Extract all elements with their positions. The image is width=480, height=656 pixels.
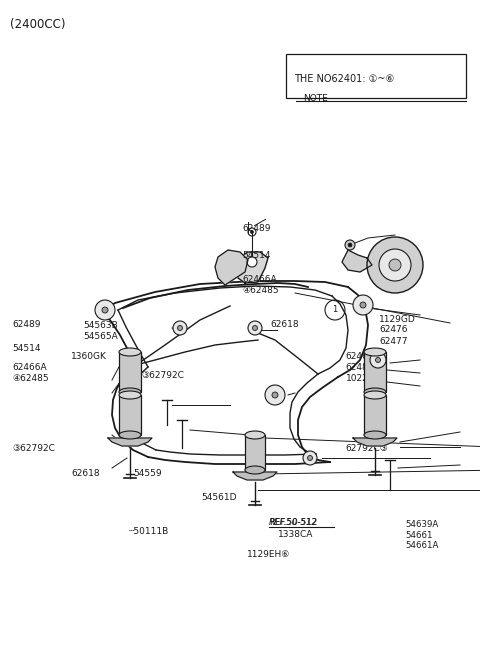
Circle shape xyxy=(247,257,257,267)
Circle shape xyxy=(248,321,262,335)
Text: 62476: 62476 xyxy=(379,325,408,335)
Text: 54639A: 54639A xyxy=(406,520,439,529)
Text: 1129EH⑥: 1129EH⑥ xyxy=(247,550,290,559)
Polygon shape xyxy=(108,438,152,446)
Circle shape xyxy=(251,230,253,234)
Text: NOTE: NOTE xyxy=(303,94,328,104)
Text: 54661A: 54661A xyxy=(406,541,439,550)
Text: 62477: 62477 xyxy=(379,337,408,346)
Ellipse shape xyxy=(119,388,141,396)
Circle shape xyxy=(348,243,352,247)
Text: 62618: 62618 xyxy=(71,469,100,478)
Text: 1022AA: 1022AA xyxy=(346,374,381,383)
Text: ③62792C: ③62792C xyxy=(12,443,55,453)
Circle shape xyxy=(389,259,401,271)
Text: 54561D: 54561D xyxy=(202,493,237,502)
Text: 62618: 62618 xyxy=(270,320,299,329)
Text: ③62792C: ③62792C xyxy=(142,371,184,380)
Bar xyxy=(286,54,466,98)
Text: ④62485: ④62485 xyxy=(12,374,49,383)
Ellipse shape xyxy=(245,466,265,474)
Text: ┄50111B: ┄50111B xyxy=(129,527,169,536)
Ellipse shape xyxy=(119,348,141,356)
Bar xyxy=(119,352,141,392)
Circle shape xyxy=(370,352,386,368)
Circle shape xyxy=(308,455,312,461)
Text: 1338CA: 1338CA xyxy=(278,530,314,539)
Text: 1: 1 xyxy=(332,306,337,314)
Circle shape xyxy=(95,300,115,320)
Text: 54565A: 54565A xyxy=(83,332,118,341)
Text: 62792C③: 62792C③ xyxy=(346,443,388,453)
Text: (2400CC): (2400CC) xyxy=(10,18,65,31)
Text: 54559: 54559 xyxy=(133,469,162,478)
Circle shape xyxy=(379,249,411,281)
Text: THE NO62401: ①~⑥: THE NO62401: ①~⑥ xyxy=(294,74,394,84)
Ellipse shape xyxy=(119,391,141,399)
Polygon shape xyxy=(353,438,397,446)
Text: 62489: 62489 xyxy=(242,224,271,234)
Circle shape xyxy=(360,302,366,308)
Text: 62466A④: 62466A④ xyxy=(346,352,388,361)
Text: REF.50-512: REF.50-512 xyxy=(269,518,317,527)
Bar xyxy=(364,395,386,435)
Circle shape xyxy=(367,237,423,293)
Bar xyxy=(119,395,141,435)
Text: 54514: 54514 xyxy=(242,251,271,260)
Text: REF.50-512: REF.50-512 xyxy=(269,518,318,527)
Text: 1360GK: 1360GK xyxy=(71,352,107,361)
Circle shape xyxy=(102,307,108,313)
Ellipse shape xyxy=(364,388,386,396)
Polygon shape xyxy=(233,472,277,480)
Polygon shape xyxy=(215,250,248,285)
Circle shape xyxy=(345,240,355,250)
Text: 54514: 54514 xyxy=(12,344,41,354)
Bar xyxy=(364,352,386,392)
Ellipse shape xyxy=(245,431,265,439)
Circle shape xyxy=(303,451,317,465)
Ellipse shape xyxy=(364,391,386,399)
Circle shape xyxy=(173,321,187,335)
Bar xyxy=(245,435,265,470)
Text: 62489: 62489 xyxy=(12,319,41,329)
Text: 54563B: 54563B xyxy=(83,321,118,330)
Text: 62466A: 62466A xyxy=(12,363,47,372)
Ellipse shape xyxy=(364,348,386,356)
Circle shape xyxy=(252,325,257,331)
Text: ④62485: ④62485 xyxy=(242,286,279,295)
Text: 62485: 62485 xyxy=(346,363,374,372)
Text: 1129GD: 1129GD xyxy=(379,315,416,324)
Polygon shape xyxy=(235,252,268,283)
Circle shape xyxy=(178,325,182,331)
Circle shape xyxy=(272,392,278,398)
Text: 62466A: 62466A xyxy=(242,275,277,284)
Text: 54661: 54661 xyxy=(406,531,433,540)
Circle shape xyxy=(375,358,381,363)
Circle shape xyxy=(265,385,285,405)
Ellipse shape xyxy=(364,431,386,439)
Polygon shape xyxy=(342,250,372,272)
Circle shape xyxy=(353,295,373,315)
Ellipse shape xyxy=(119,431,141,439)
